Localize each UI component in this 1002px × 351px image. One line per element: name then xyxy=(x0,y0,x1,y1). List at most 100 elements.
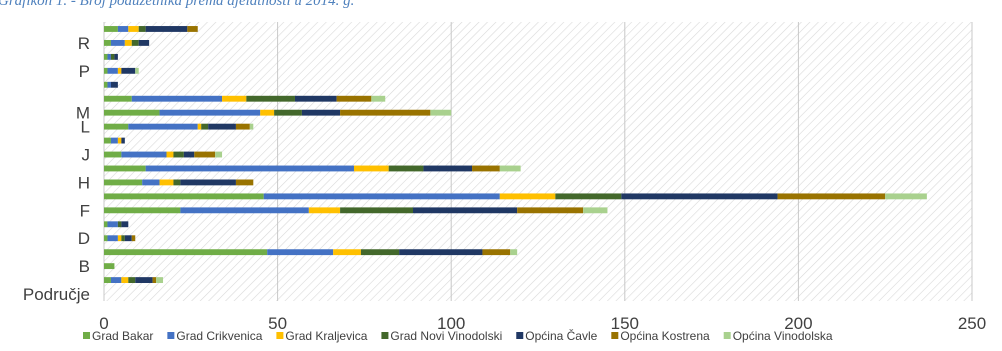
bar-segment xyxy=(183,151,195,158)
category-label: H xyxy=(78,173,90,192)
legend-label: Grad Bakar xyxy=(92,329,153,343)
bar-segment xyxy=(235,123,250,130)
bar-segment xyxy=(208,123,236,130)
bar-segment xyxy=(340,109,431,116)
bar-segment xyxy=(124,235,132,242)
bar-segment xyxy=(180,179,236,186)
bar-segment xyxy=(121,235,125,242)
bar-segment xyxy=(413,207,518,214)
tick-label: 0 xyxy=(99,314,108,333)
bar-segment xyxy=(104,165,146,172)
legend: Grad Bakar Grad Crikvenica Grad Kraljevica… xyxy=(83,328,833,343)
bar-segment xyxy=(104,207,181,214)
bar-segment xyxy=(145,26,188,32)
tick-label: 100 xyxy=(437,314,465,333)
bar-segment xyxy=(104,249,268,256)
category-label: F xyxy=(80,201,90,220)
bar-segment xyxy=(131,235,136,242)
legend-swatch xyxy=(611,332,619,339)
bar-segment xyxy=(145,165,354,172)
bar-segment xyxy=(107,235,118,242)
bar-segment xyxy=(104,67,108,74)
bar-segment xyxy=(260,109,275,116)
bar-segment xyxy=(472,165,500,172)
bar-segment xyxy=(110,277,122,284)
bar-segment xyxy=(128,26,139,32)
bar-segment xyxy=(128,277,136,284)
bar-segment xyxy=(104,151,122,158)
bar-segment xyxy=(180,207,309,214)
bar-segment xyxy=(159,109,261,116)
bar-segment xyxy=(423,165,473,172)
bar-segment xyxy=(274,109,302,116)
legend-label: Općina Vinodolska xyxy=(733,329,833,343)
bar-segment xyxy=(121,137,125,144)
category-label: L xyxy=(81,118,90,137)
bar-segment xyxy=(138,39,150,46)
bar-segment xyxy=(249,123,254,130)
tick-label: 250 xyxy=(958,314,986,333)
bar-segment xyxy=(121,151,167,158)
bar-segment xyxy=(104,81,108,88)
bar-segment xyxy=(104,123,129,130)
bar-segment xyxy=(430,109,452,116)
bar-segment xyxy=(222,95,247,102)
bar-segment xyxy=(110,39,125,46)
bar-segment xyxy=(173,179,181,186)
bar-segment xyxy=(173,151,184,158)
legend-label: Grad Kraljevica xyxy=(285,329,367,343)
bar-segment xyxy=(294,95,337,102)
legend-swatch xyxy=(83,332,90,339)
bar-segment xyxy=(360,249,400,256)
bar-segment xyxy=(128,123,198,130)
bars xyxy=(104,26,927,284)
bar-segment xyxy=(201,123,209,130)
bar-segment xyxy=(131,39,139,46)
category-label: D xyxy=(78,229,90,248)
bar-segment xyxy=(104,26,118,32)
legend-swatch xyxy=(381,332,389,339)
legend-swatch xyxy=(167,332,175,339)
category-label: P xyxy=(79,62,90,81)
bar-segment xyxy=(121,221,129,228)
bar-segment xyxy=(555,193,622,200)
bar-segment xyxy=(117,137,122,144)
bar-segment xyxy=(166,151,174,158)
bar-segment xyxy=(104,221,108,228)
bar-segment xyxy=(159,179,174,186)
chart-heading: Grafikon 1. - Broj poduzetnika prema dje… xyxy=(0,0,355,9)
bar-segment xyxy=(104,39,111,46)
bar-segment xyxy=(142,179,160,186)
bar-segment xyxy=(117,26,129,32)
bar-segment xyxy=(197,123,202,130)
bar-segment xyxy=(215,151,223,158)
bar-segment xyxy=(885,193,927,200)
bar-segment xyxy=(510,249,518,256)
bar-segment xyxy=(517,207,584,214)
bar-segment xyxy=(104,235,108,242)
plot-background xyxy=(104,22,972,301)
bar-segment xyxy=(336,95,372,102)
bar-segment xyxy=(110,53,115,60)
legend-label: Grad Crikvenica xyxy=(176,329,262,343)
bar-segment xyxy=(267,249,334,256)
bar-segment xyxy=(135,277,153,284)
x-axis-ticks: 0 50 100 150 200 250 xyxy=(99,314,986,333)
bar-segment xyxy=(117,235,122,242)
legend-label: Grad Novi Vinodolski xyxy=(390,329,502,343)
tick-label: 200 xyxy=(784,314,812,333)
bar-segment xyxy=(371,95,386,102)
bar-segment xyxy=(104,53,108,60)
bar-segment xyxy=(621,193,778,200)
bar-segment xyxy=(131,95,223,102)
bar-segment xyxy=(482,249,511,256)
bar-segment xyxy=(777,193,886,200)
tick-label: 150 xyxy=(611,314,639,333)
legend-swatch xyxy=(723,332,731,339)
category-label: R xyxy=(78,34,90,53)
legend-label: Općina Kostrena xyxy=(620,329,710,343)
bar-segment xyxy=(110,81,118,88)
bar-segment xyxy=(308,207,341,214)
bar-segment xyxy=(121,277,129,284)
